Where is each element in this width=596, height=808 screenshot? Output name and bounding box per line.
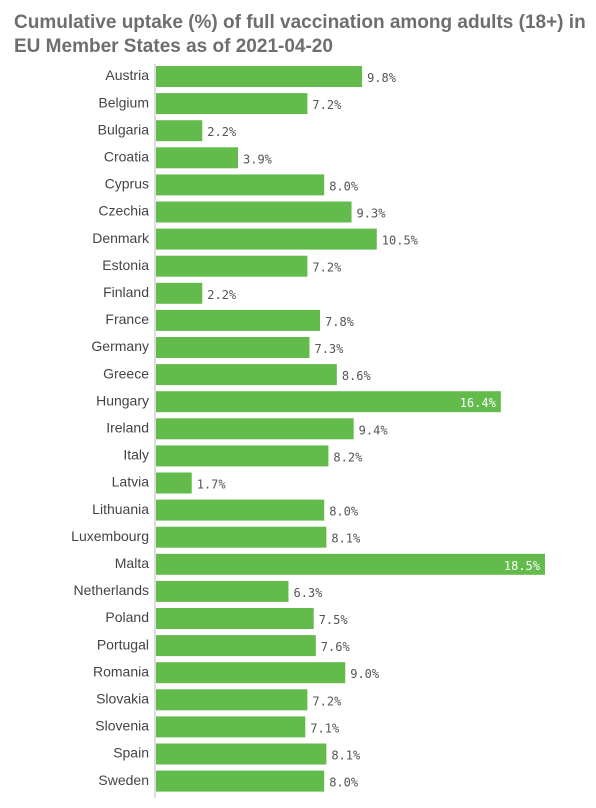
category-label: Slovakia	[96, 691, 149, 707]
value-label: 8.0%	[329, 505, 359, 519]
value-label: 9.4%	[359, 423, 389, 437]
value-label: 8.6%	[342, 369, 372, 383]
bar	[156, 282, 203, 304]
bar	[156, 770, 325, 792]
category-label: Spain	[113, 745, 149, 761]
value-label: 7.2%	[312, 98, 342, 112]
category-label: Greece	[103, 365, 149, 381]
value-label: 7.3%	[314, 342, 344, 356]
chart-title: Cumulative uptake (%) of full vaccinatio…	[14, 12, 586, 57]
bar	[156, 201, 352, 223]
category-label: Denmark	[92, 230, 150, 246]
bar	[156, 553, 545, 575]
bar	[156, 93, 308, 115]
category-label: Belgium	[98, 94, 149, 110]
value-label: 8.2%	[333, 450, 363, 464]
value-label: 6.3%	[293, 586, 323, 600]
bar	[156, 689, 308, 711]
category-label: Hungary	[96, 392, 149, 408]
bar	[156, 391, 501, 413]
bar	[156, 743, 327, 765]
category-label: Netherlands	[74, 582, 150, 598]
bar	[156, 309, 321, 331]
category-label: Luxembourg	[71, 528, 149, 544]
bar	[156, 608, 314, 629]
category-label: Croatia	[104, 149, 149, 165]
value-label: 8.0%	[329, 179, 359, 193]
bar	[156, 472, 192, 494]
bar	[156, 580, 289, 602]
category-label: Finland	[103, 284, 149, 300]
category-label: Romania	[93, 663, 149, 679]
value-label: 9.0%	[350, 667, 380, 681]
bar	[156, 662, 346, 684]
value-label: 7.1%	[310, 721, 340, 735]
category-label: France	[105, 311, 149, 327]
bar	[156, 364, 337, 386]
category-label: Poland	[105, 609, 149, 625]
value-label: 7.2%	[312, 261, 342, 275]
category-label: Sweden	[98, 772, 149, 788]
bar	[156, 66, 363, 87]
category-label: Portugal	[97, 636, 149, 652]
category-label: Bulgaria	[98, 121, 150, 137]
value-label: 2.2%	[207, 125, 237, 139]
category-label: Cyprus	[105, 176, 149, 192]
value-label: 9.3%	[357, 207, 387, 221]
bars-layer: Austria 9.8% Belgium 7.2% Bulgaria 2.2% Croati…	[71, 66, 545, 792]
value-label: 1.7%	[197, 478, 227, 492]
value-label: 7.8%	[325, 315, 355, 329]
category-label: Austria	[105, 67, 149, 83]
bar	[156, 120, 203, 142]
category-label: Italy	[123, 447, 149, 463]
value-label: 7.6%	[321, 640, 351, 654]
value-label: 9.8%	[367, 71, 397, 85]
bar	[156, 526, 327, 548]
category-label: Ireland	[106, 420, 149, 436]
bar	[156, 147, 239, 169]
bar	[156, 337, 310, 358]
bar	[156, 255, 308, 277]
category-label: Germany	[91, 338, 149, 354]
bar	[156, 445, 329, 467]
bar	[156, 635, 316, 657]
value-label: 18.5%	[504, 559, 541, 573]
value-label: 16.4%	[460, 396, 497, 410]
category-label: Lithuania	[92, 501, 149, 517]
category-label: Latvia	[112, 474, 150, 490]
value-label: 8.1%	[331, 749, 361, 763]
bar	[156, 174, 325, 196]
value-label: 7.5%	[319, 613, 349, 627]
bar	[156, 228, 377, 250]
value-label: 7.2%	[312, 694, 342, 708]
value-label: 8.1%	[331, 532, 361, 546]
value-label: 3.9%	[243, 152, 273, 166]
category-label: Estonia	[102, 257, 149, 273]
bar	[156, 418, 354, 440]
bar	[156, 499, 325, 521]
category-label: Slovenia	[95, 718, 149, 734]
value-label: 10.5%	[382, 234, 419, 248]
category-label: Malta	[115, 555, 149, 571]
value-label: 8.0%	[329, 776, 359, 790]
category-label: Czechia	[98, 203, 149, 219]
bar	[156, 716, 306, 738]
value-label: 2.2%	[207, 288, 237, 302]
